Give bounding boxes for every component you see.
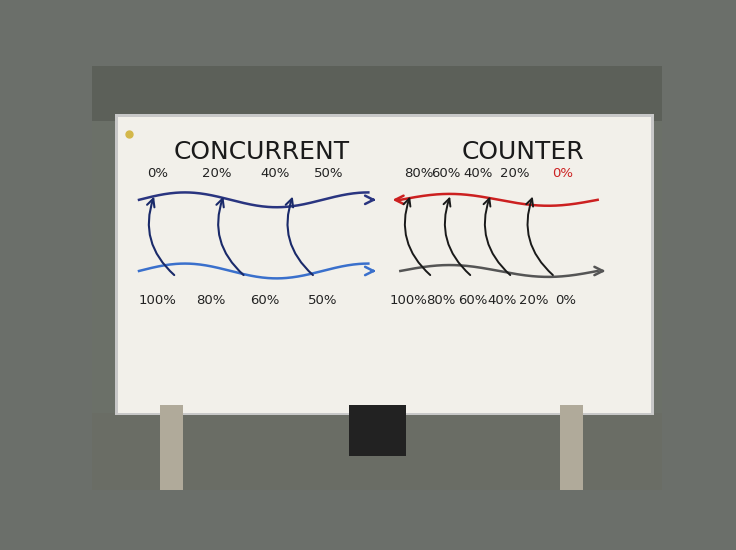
Text: 40%: 40% xyxy=(487,294,517,307)
Bar xyxy=(92,66,662,121)
Text: 80%: 80% xyxy=(197,294,226,307)
Text: 20%: 20% xyxy=(500,167,530,180)
Text: 0%: 0% xyxy=(147,167,168,180)
Text: 40%: 40% xyxy=(463,167,492,180)
Text: 40%: 40% xyxy=(261,167,290,180)
Text: 50%: 50% xyxy=(308,294,338,307)
Text: 0%: 0% xyxy=(553,167,573,180)
Text: 80%: 80% xyxy=(404,167,434,180)
Text: 100%: 100% xyxy=(389,294,428,307)
Text: COUNTER: COUNTER xyxy=(461,140,584,164)
Text: CONCURRENT: CONCURRENT xyxy=(174,140,350,164)
Text: 60%: 60% xyxy=(431,167,460,180)
Text: 80%: 80% xyxy=(425,294,455,307)
Text: 60%: 60% xyxy=(458,294,487,307)
Text: 50%: 50% xyxy=(314,167,343,180)
Text: 20%: 20% xyxy=(519,294,548,307)
Text: 0%: 0% xyxy=(555,294,576,307)
Bar xyxy=(118,117,651,413)
Bar xyxy=(349,405,406,455)
Bar xyxy=(92,413,662,490)
Bar xyxy=(115,114,654,415)
Bar xyxy=(559,405,583,490)
Bar xyxy=(160,405,183,490)
Text: 60%: 60% xyxy=(250,294,279,307)
Text: 100%: 100% xyxy=(138,294,177,307)
Text: 20%: 20% xyxy=(202,167,231,180)
